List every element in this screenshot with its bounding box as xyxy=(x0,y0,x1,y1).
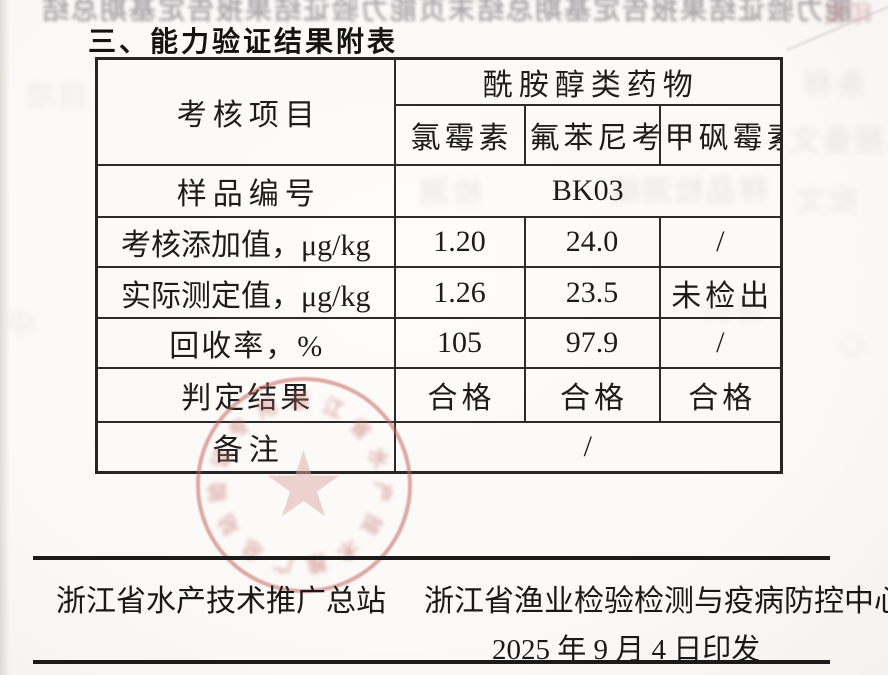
merged-value-cell: BK03 xyxy=(393,164,783,218)
row-label: 备注 xyxy=(95,421,396,473)
footer-rule-top xyxy=(33,556,830,560)
bleedthrough-artifact: 中 xyxy=(6,309,36,342)
seal-arc-char: 站 xyxy=(214,510,244,539)
merged-value-cell: / xyxy=(393,421,783,473)
seal-arc-char: 术 xyxy=(333,534,363,565)
bleedthrough-artifact: 目项 xyxy=(24,81,88,114)
value-cell: / xyxy=(658,317,783,369)
table-row: 考核项目 酰胺醇类药物 xyxy=(95,57,783,166)
row-label: 回收率，% xyxy=(95,317,396,369)
group-header-cell: 酰胺醇类药物 xyxy=(393,57,783,106)
row-label: 考核添加值，μg/kg xyxy=(95,216,396,268)
value-cell: 合格 xyxy=(658,367,783,423)
seal-arc-char: 产 xyxy=(369,480,394,504)
seal-arc-char: 总 xyxy=(237,534,267,565)
paper-crease xyxy=(786,3,888,51)
bleedthrough-artifact: 批文 xyxy=(794,185,858,218)
scan-edge-shadow xyxy=(0,0,10,675)
page-title: 三、能力验证结果附表 xyxy=(88,26,399,57)
seal-arc-char: 技 xyxy=(356,510,386,539)
footer-rule-bottom xyxy=(33,660,830,664)
table-row: 备注 / xyxy=(95,421,783,473)
table-row: 样品编号 BK03 xyxy=(95,164,783,218)
value-cell: 23.5 xyxy=(523,266,661,319)
col-header-2: 氟苯尼考 xyxy=(523,104,661,166)
col-header-1: 氯霉素 xyxy=(393,104,526,166)
table-row: 氯霉素 氟苯尼考 甲砜霉素 xyxy=(97,104,783,166)
table-row: 判定结果 合格 合格 合格 xyxy=(95,367,783,423)
value-cell: 未检出 xyxy=(658,266,783,319)
results-table: 考核项目 酰胺醇类药物 氯霉素 氟苯尼考 甲砜霉素 样品编号 BK03 考核添加… xyxy=(95,57,784,474)
row-label: 判定结果 xyxy=(95,367,396,423)
seal-arc-char: 验 xyxy=(206,480,231,504)
issuing-organizations: 浙江省水产技术推广总站 浙江省渔业检验检测与疫病防控中心 xyxy=(56,576,888,620)
corner-header-cell: 考核项目 xyxy=(95,57,396,166)
bleedthrough-artifact: 心 xyxy=(838,329,868,362)
value-cell: 合格 xyxy=(523,367,661,423)
table-row: 回收率，% 105 97.9 / xyxy=(95,317,783,369)
value-cell: 1.26 xyxy=(393,266,526,319)
col-header-3: 甲砜霉素 xyxy=(658,104,783,166)
value-cell: 24.0 xyxy=(523,216,661,268)
row-label: 样品编号 xyxy=(95,164,396,218)
org-right: 浙江省渔业检验检测与疫病防控中心 xyxy=(424,585,888,618)
value-cell: 97.9 xyxy=(523,317,661,369)
row-label: 实际测定值，μg/kg xyxy=(95,266,396,319)
table-row: 考核添加值，μg/kg 1.20 24.0 / xyxy=(95,216,783,268)
value-cell: 合格 xyxy=(393,367,526,423)
value-cell: 1.20 xyxy=(393,216,526,268)
bleedthrough-artifact: 报备文 xyxy=(788,125,884,158)
org-left: 浙江省水产技术推广总站 xyxy=(56,585,386,618)
value-cell: 105 xyxy=(393,317,526,369)
table-row: 实际测定值，μg/kg 1.26 23.5 未检出 xyxy=(95,266,783,319)
bleedthrough-artifact: 条样 xyxy=(798,69,866,102)
value-cell: / xyxy=(658,216,783,268)
